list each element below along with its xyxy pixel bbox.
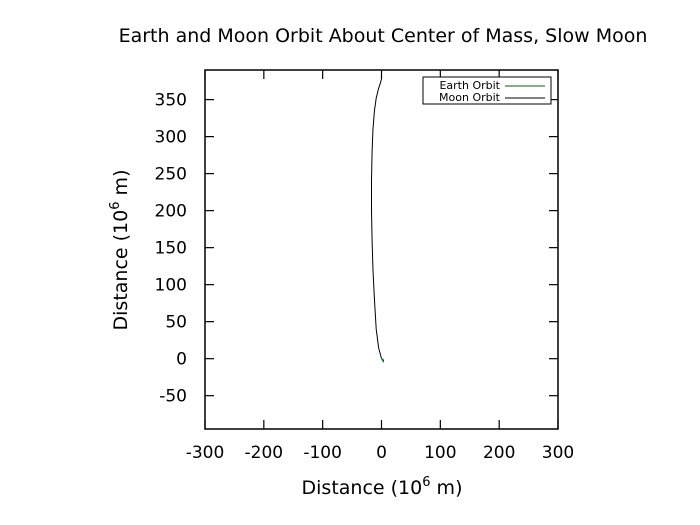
x-tick-label: 200 bbox=[483, 443, 515, 463]
y-tick-label: 150 bbox=[155, 239, 187, 259]
y-axis-label-sup: 6 bbox=[108, 201, 123, 209]
series-line-moon-orbit bbox=[371, 78, 382, 359]
legend-label-moon: Moon Orbit bbox=[439, 91, 501, 104]
legend-box bbox=[422, 76, 552, 105]
y-tick-label: 250 bbox=[155, 165, 187, 185]
x-tick-label: 300 bbox=[542, 443, 574, 463]
series-layer bbox=[371, 78, 385, 363]
chart-title: Earth and Moon Orbit About Center of Mas… bbox=[119, 25, 648, 47]
y-axis-label-suffix: m) bbox=[110, 170, 132, 202]
series-line-earth-orbit bbox=[381, 358, 385, 363]
plot-frame bbox=[204, 69, 559, 430]
x-tick-label: -300 bbox=[186, 443, 225, 463]
x-tick-label: -200 bbox=[245, 443, 284, 463]
y-axis-label: Distance (106 m) bbox=[108, 170, 132, 331]
y-axis-ticks: -50 0 50 100 150 200 250 300 350 bbox=[155, 91, 558, 407]
y-tick-label: 100 bbox=[155, 276, 187, 296]
y-axis-label-prefix: Distance (10 bbox=[110, 210, 132, 331]
y-tick-label: -50 bbox=[159, 387, 187, 407]
x-axis-label-suffix: m) bbox=[431, 477, 463, 499]
y-tick-label: 350 bbox=[155, 91, 187, 111]
x-tick-label: 100 bbox=[424, 443, 456, 463]
x-axis-label: Distance (106 m) bbox=[302, 475, 463, 499]
x-tick-label: -100 bbox=[303, 443, 342, 463]
x-axis-label-prefix: Distance (10 bbox=[302, 477, 423, 499]
y-tick-label: 300 bbox=[155, 128, 187, 148]
x-tick-label: 0 bbox=[376, 443, 387, 463]
y-tick-label: 0 bbox=[176, 350, 187, 370]
y-tick-label: 200 bbox=[155, 202, 187, 222]
y-tick-label: 50 bbox=[165, 313, 187, 333]
legend: Earth Orbit Moon Orbit bbox=[422, 76, 552, 105]
x-axis-label-sup: 6 bbox=[422, 475, 430, 490]
x-axis-ticks: -300 -200 -100 0 100 200 300 bbox=[186, 70, 574, 463]
legend-label-earth: Earth Orbit bbox=[439, 79, 500, 92]
